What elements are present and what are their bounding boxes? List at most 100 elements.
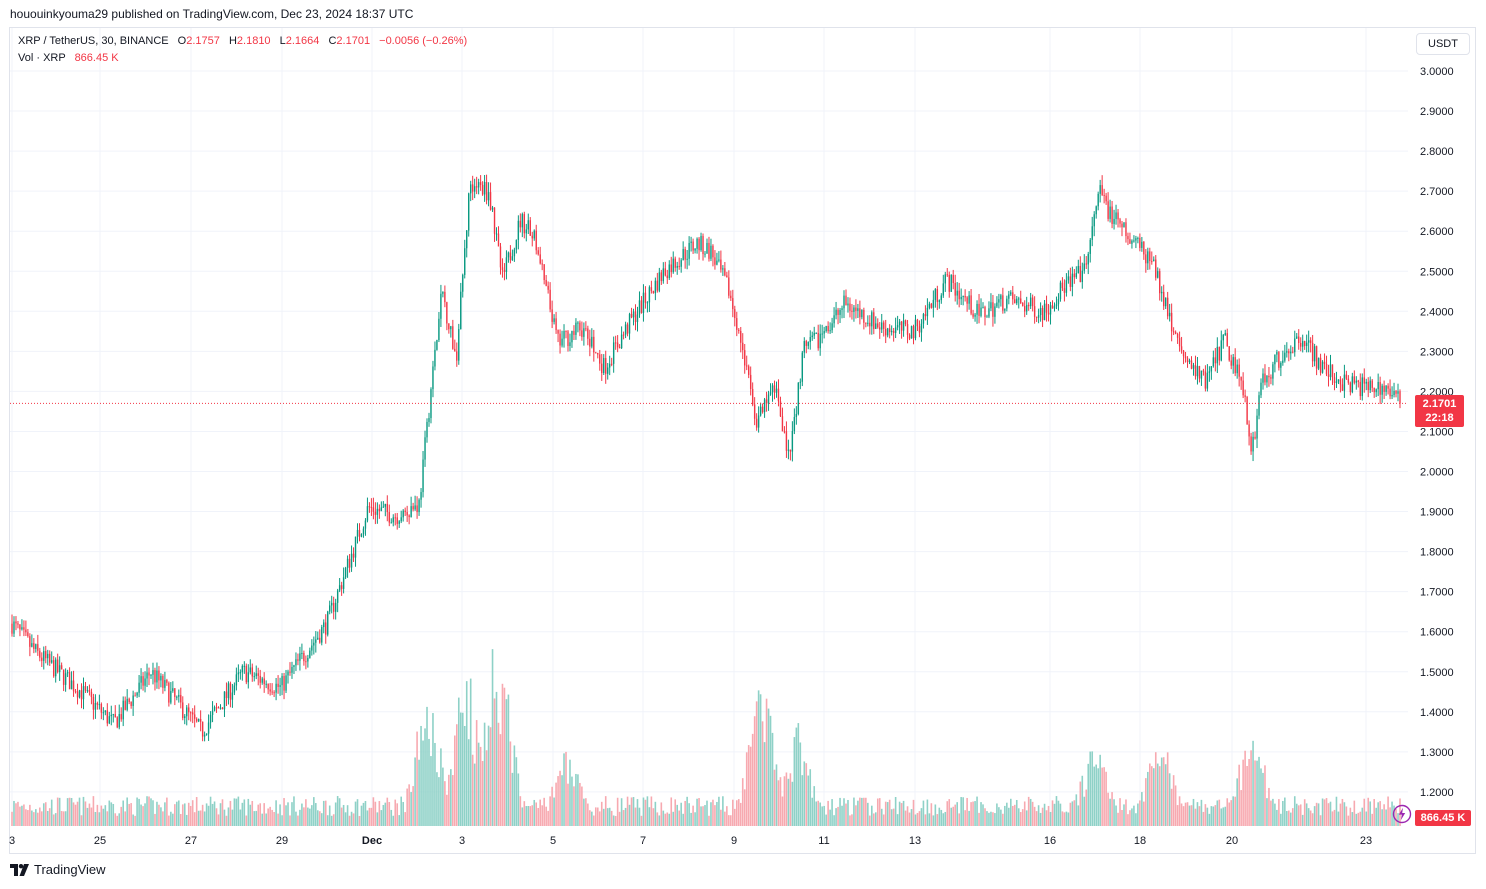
volume-bar (1043, 803, 1046, 826)
volume-bar (980, 802, 982, 826)
candle-body (563, 331, 565, 339)
volume-bar (918, 811, 921, 826)
candle-body (873, 312, 875, 329)
volume-bar (591, 811, 593, 826)
volume-bar (1073, 800, 1076, 826)
candle-body (448, 323, 450, 330)
candle-body (80, 690, 83, 700)
candle-body (1176, 333, 1179, 338)
open-label: O (177, 35, 187, 47)
volume-bar (388, 802, 391, 826)
volume-label[interactable]: Vol · XRP (18, 52, 66, 64)
volume-bar (465, 681, 468, 826)
candle-body (1383, 385, 1385, 392)
volume-bar (906, 806, 909, 826)
volume-bar (694, 812, 696, 826)
volume-bar (823, 805, 825, 826)
volume-bar (1301, 814, 1304, 826)
candle-body (309, 650, 311, 658)
volume-bar (1395, 809, 1397, 826)
volume-bar (914, 814, 917, 826)
volume-bar (1297, 805, 1300, 826)
volume-bar (1049, 811, 1052, 826)
candle-body (205, 733, 208, 735)
lightning-icon[interactable] (1392, 804, 1412, 824)
candle-body (1103, 194, 1105, 196)
candle-body (1143, 241, 1145, 255)
candle-body (779, 401, 782, 417)
candle-body (207, 722, 210, 734)
tradingview-logo[interactable]: TradingView (10, 862, 106, 877)
volume-bar (602, 808, 605, 826)
volume-bar (892, 808, 895, 826)
candle-body (581, 330, 583, 337)
candle-body (1025, 304, 1028, 312)
volume-bar (1236, 778, 1238, 826)
volume-bar (781, 796, 784, 826)
candle-body (376, 508, 379, 515)
candle-body (1053, 306, 1056, 309)
candle-body (21, 627, 23, 630)
candle-body (416, 505, 418, 513)
candle-body (489, 192, 492, 210)
volume-bar (1383, 804, 1385, 826)
publish-header: hououinkyouma29 published on TradingView… (10, 7, 413, 21)
candle-body (1151, 261, 1153, 263)
volume-bar (487, 725, 490, 826)
volume-bar (1367, 797, 1370, 826)
candle-body (614, 342, 617, 344)
candle-body (172, 688, 174, 692)
close-label: C (328, 35, 337, 47)
volume-bar (733, 808, 736, 826)
volume-bar (587, 803, 589, 826)
candle-body (1014, 299, 1016, 304)
candle-body (86, 690, 89, 692)
volume-bar (1289, 812, 1292, 826)
volume-bar (1103, 767, 1105, 826)
volume-bar (865, 797, 867, 826)
candle-body (307, 657, 309, 662)
candle-body (1161, 291, 1163, 294)
volume-bar (1002, 813, 1004, 826)
volume-bar (1365, 811, 1368, 826)
volume-bar (293, 796, 295, 826)
candle-body (96, 702, 99, 705)
volume-bar (1081, 775, 1084, 826)
volume-bar (15, 803, 17, 826)
candle-body (757, 415, 760, 428)
volume-bar (38, 807, 41, 826)
candle-body (136, 692, 138, 696)
tradingview-brand: TradingView (34, 862, 106, 877)
candle-body (1018, 298, 1020, 300)
volume-bar (1228, 802, 1231, 826)
currency-button[interactable]: USDT (1416, 33, 1470, 55)
candle-body (829, 330, 831, 332)
candle-body (1190, 360, 1193, 369)
volume-bar (313, 797, 315, 826)
volume-bar (962, 797, 964, 826)
symbol-label[interactable]: XRP / TetherUS, 30, BINANCE (18, 35, 169, 47)
volume-bar (594, 807, 597, 826)
x-tick-label: 16 (1044, 835, 1056, 847)
volume-bar (761, 721, 764, 826)
candle-body (209, 715, 212, 723)
volume-bar (888, 799, 891, 826)
volume-bar (1127, 814, 1129, 826)
chart-frame[interactable] (9, 27, 1476, 854)
volume-bar (183, 803, 186, 826)
candle-body (658, 272, 661, 291)
candle-body (291, 666, 293, 673)
volume-bar (461, 712, 464, 826)
volume-bar (150, 798, 152, 826)
volume-bar (600, 801, 603, 826)
candle-body (1329, 364, 1332, 377)
candle-body (932, 299, 935, 308)
candle-body (15, 621, 17, 624)
candle-body (624, 324, 627, 335)
candle-body (31, 643, 33, 647)
volume-bar (769, 715, 772, 826)
volume-bar (485, 750, 488, 826)
volume-bar (249, 804, 252, 826)
volume-bar (356, 799, 359, 826)
